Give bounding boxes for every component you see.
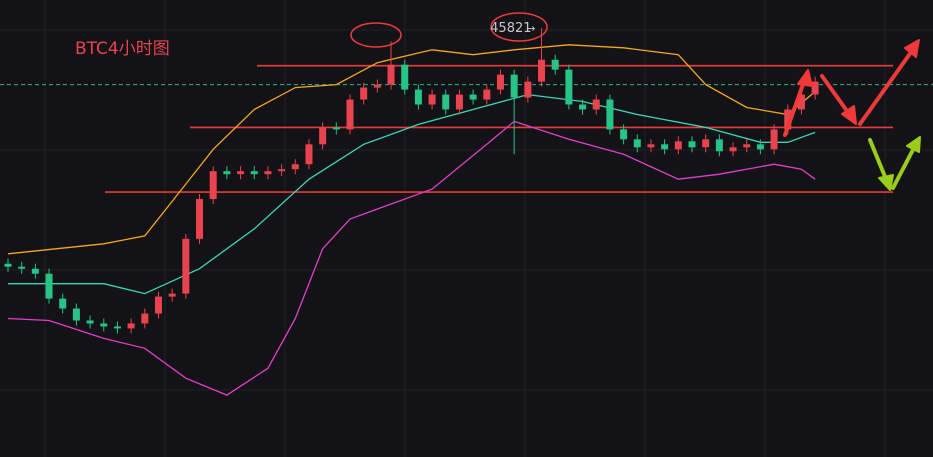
chart-title: BTC4小时图 [75,39,170,59]
band-line [7,120,816,396]
candle-body [113,326,121,329]
candle-body [469,94,477,100]
candle-body [18,266,26,269]
candle-body [510,74,518,98]
candle-body [387,64,395,85]
candle-body [31,268,39,274]
candle-body [729,147,737,152]
candle-body [797,94,805,110]
candle-body [702,139,710,148]
candle-body [401,64,409,90]
arrows [783,39,921,191]
candle-body [770,129,778,150]
candle-body [743,144,751,148]
highlight-ellipse [490,12,548,42]
arrow [783,74,808,137]
candle-body [196,199,204,239]
candle-body [346,99,354,130]
candle-body [483,89,491,100]
candle-body [592,99,600,110]
candle-body [496,74,504,90]
highlight-ellipse [350,22,402,48]
candle-body [373,84,381,88]
candle-body [455,94,463,110]
candle-body [182,238,190,294]
candle-body [428,94,436,105]
candle-body [620,129,628,140]
candle-body [715,139,723,152]
plot [0,28,933,396]
arrow-head [904,39,920,58]
band-line [7,44,816,255]
candle-body [237,171,245,175]
candle-body [688,141,696,148]
candle-body [538,59,546,82]
peak-label: 45821 [490,21,531,36]
candle-body [647,144,655,148]
arrow [858,46,916,126]
candle-body [223,171,231,175]
candle-body [264,171,272,175]
candle-body [305,144,313,165]
candle-body [674,141,682,150]
candle-body [59,298,67,309]
candle-body [360,87,368,100]
candle-body [319,127,327,145]
candle-body [168,293,176,297]
candle-body [811,81,819,95]
candle-body [45,273,53,299]
candle-body [332,127,340,130]
candle-body [141,313,149,324]
candle-body [72,308,80,321]
arrow-head [878,174,894,191]
candle-body [661,144,669,150]
candle-body [551,59,559,70]
candle-body [565,69,573,105]
band-line [8,93,816,295]
annotations [350,12,548,48]
arrow-head [797,69,813,87]
candle-body [579,104,587,110]
candle-body [86,320,94,324]
arrow-head [841,105,857,125]
candle-body [606,99,614,130]
arrow [891,142,918,190]
candle-body [633,139,641,148]
candle-body [100,323,108,327]
candle-body [4,263,12,267]
candle-body [291,164,299,170]
candle-body [209,171,217,200]
candle-body [442,94,450,110]
candle-body [524,81,532,98]
candle-body [414,89,422,105]
peak-arrow: → [526,22,535,35]
candle-body [784,109,792,130]
candle-body [154,296,162,314]
candle-body [250,171,258,175]
candle-body [756,144,764,150]
arrow-head [906,136,921,153]
candle-body [127,323,135,329]
candle-body [278,169,286,172]
